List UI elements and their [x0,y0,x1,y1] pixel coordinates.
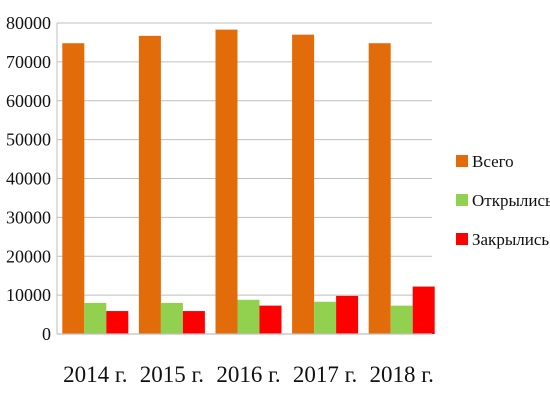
bar-2-4 [412,286,435,334]
y-tick-label: 70000 [6,52,51,72]
bar-0-3 [292,34,315,334]
bar-2-1 [182,311,205,334]
x-tick-label: 2015 г. [140,362,204,387]
legend: Всего Открылись Закрылись [456,152,550,249]
y-tick-label: 60000 [6,91,51,111]
x-tick-label: 2017 г. [293,362,357,387]
x-tick-label: 2016 г. [216,362,280,387]
bar-2-0 [106,311,129,334]
y-tick-label: 40000 [6,169,51,189]
x-tick-label: 2018 г. [370,362,434,387]
bar-1-4 [390,305,413,334]
bar-1-3 [314,301,337,334]
bar-0-0 [62,43,85,335]
y-tick-label: 80000 [6,13,51,33]
bar-0-1 [138,35,161,335]
y-tick-label: 20000 [6,246,51,266]
legend-label: Закрылись [472,230,549,249]
y-tick-label: 10000 [6,285,51,305]
bar-2-3 [336,295,359,334]
bar-1-0 [84,302,107,334]
bars [62,29,435,335]
bar-0-2 [215,29,238,334]
bar-0-4 [368,43,391,335]
bar-2-2 [259,305,282,334]
legend-label: Открылись [472,191,550,210]
y-tick-label: 50000 [6,130,51,150]
y-axis-ticks: 0 10000 20000 30000 40000 50000 60000 70000 8000… [6,13,51,344]
legend-label: Всего [472,152,514,171]
y-tick-label: 30000 [6,207,51,227]
legend-swatch [456,233,468,245]
x-tick-label: 2014 г. [63,362,127,387]
x-axis-labels: 2014 г. 2015 г. 2016 г. 2017 г. 2018 г. [63,362,434,387]
legend-swatch [456,194,468,206]
bar-1-2 [237,299,260,334]
bar-1-1 [160,302,183,334]
y-tick-label: 0 [42,324,51,344]
gridlines [56,22,432,335]
legend-swatch [456,155,468,167]
